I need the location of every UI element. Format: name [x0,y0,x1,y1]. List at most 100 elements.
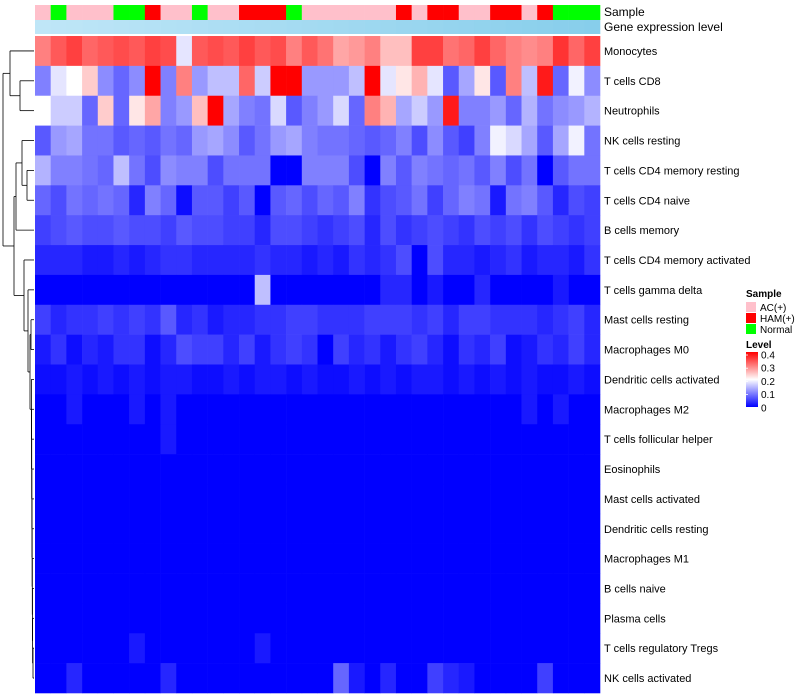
heatmap-cell [66,454,83,485]
heatmap-cell [176,95,193,126]
heatmap-cell [223,95,240,126]
heatmap-cell [427,125,444,156]
heatmap-cell [584,513,601,544]
heatmap-cell [239,364,256,395]
heatmap-cell [458,633,475,664]
heatmap-cell [113,483,130,515]
heatmap-cell [537,364,554,395]
heatmap-cell [317,513,334,544]
legend-sample-title: Sample [746,289,782,300]
heatmap-cell [505,424,522,455]
heatmap-cell [537,215,554,246]
heatmap-cell [474,633,491,664]
heatmap-cell [584,95,601,126]
gene-expression-cell [66,20,83,34]
heatmap-cell [207,573,224,604]
heatmap-cell [301,513,318,544]
heatmap-cell [490,573,507,604]
heatmap-cell [270,36,287,67]
heatmap-cell [191,424,208,455]
heatmap-cell [584,394,601,425]
row-label: Plasma cells [604,613,666,625]
heatmap-cell [333,304,350,335]
sample-cell [286,5,303,20]
heatmap-cell [286,603,303,634]
heatmap-cell [348,394,365,425]
heatmap-cell [191,304,208,335]
heatmap-cell [584,334,601,365]
heatmap-cell [144,394,161,425]
row-label: T cells CD4 naive [604,195,690,207]
sample-cell [207,5,224,20]
heatmap-cell [380,65,397,97]
heatmap-cell [537,36,554,67]
heatmap-cell [333,274,350,306]
legend-level-tick-label: 0.4 [761,351,775,362]
heatmap-cell [317,454,334,485]
heatmap-cell [584,274,601,306]
heatmap-cell [301,573,318,604]
gene-expression-cell [254,20,271,34]
heatmap-cell [411,454,428,485]
heatmap-cell [239,334,256,365]
heatmap-cell [443,155,460,186]
heatmap-cell [113,334,130,365]
heatmap-cell [380,185,397,216]
heatmap-cell [254,125,271,156]
sample-cell [160,5,177,20]
sample-cell [144,5,161,20]
heatmap-cell [254,513,271,544]
heatmap-cell [160,424,177,455]
heatmap-cell [568,215,585,246]
heatmap-cell [82,364,99,395]
heatmap-cell [301,663,318,694]
heatmap-cell [427,274,444,306]
heatmap-cell [411,95,428,126]
heatmap-cell [458,304,475,335]
heatmap-cell [66,334,83,365]
heatmap-cell [427,573,444,604]
heatmap-cell [427,334,444,365]
heatmap-cell [568,603,585,634]
heatmap-cell [348,603,365,634]
heatmap-cell [443,65,460,97]
row-label: NK cells activated [604,673,691,685]
heatmap-cell [97,155,114,186]
heatmap-cell [301,245,318,276]
heatmap-cell [82,245,99,276]
heatmap-cell [521,185,538,216]
heatmap-cell [584,633,601,664]
heatmap-cell [286,543,303,574]
heatmap-cell [82,36,99,67]
heatmap-cell [129,424,146,455]
heatmap-cell [254,334,271,365]
heatmap-cell [411,304,428,335]
heatmap-cell [207,543,224,574]
heatmap-cell [458,573,475,604]
gene-expression-cell [458,20,475,34]
row-label: T cells CD4 memory activated [604,255,751,267]
heatmap-cell [254,245,271,276]
legend-level-tick-label: 0 [761,403,767,414]
heatmap-cell [584,245,601,276]
heatmap-cell [129,155,146,186]
heatmap-cell [395,394,412,425]
annotation-title-gene-expression: Gene expression level [604,20,723,34]
heatmap-cell [239,424,256,455]
sample-cell [254,5,271,20]
heatmap-cell [35,663,51,694]
heatmap-cell [176,543,193,574]
heatmap-cell [521,573,538,604]
heatmap-cell [144,245,161,276]
sample-cell [552,5,569,20]
heatmap-cell [35,543,51,574]
heatmap-cell [286,663,303,694]
heatmap-cell [458,543,475,574]
heatmap-cell [129,125,146,156]
heatmap-cell [270,274,287,306]
heatmap-cell [568,185,585,216]
heatmap-cell [207,603,224,634]
heatmap-cell [270,245,287,276]
heatmap-cell [584,364,601,395]
